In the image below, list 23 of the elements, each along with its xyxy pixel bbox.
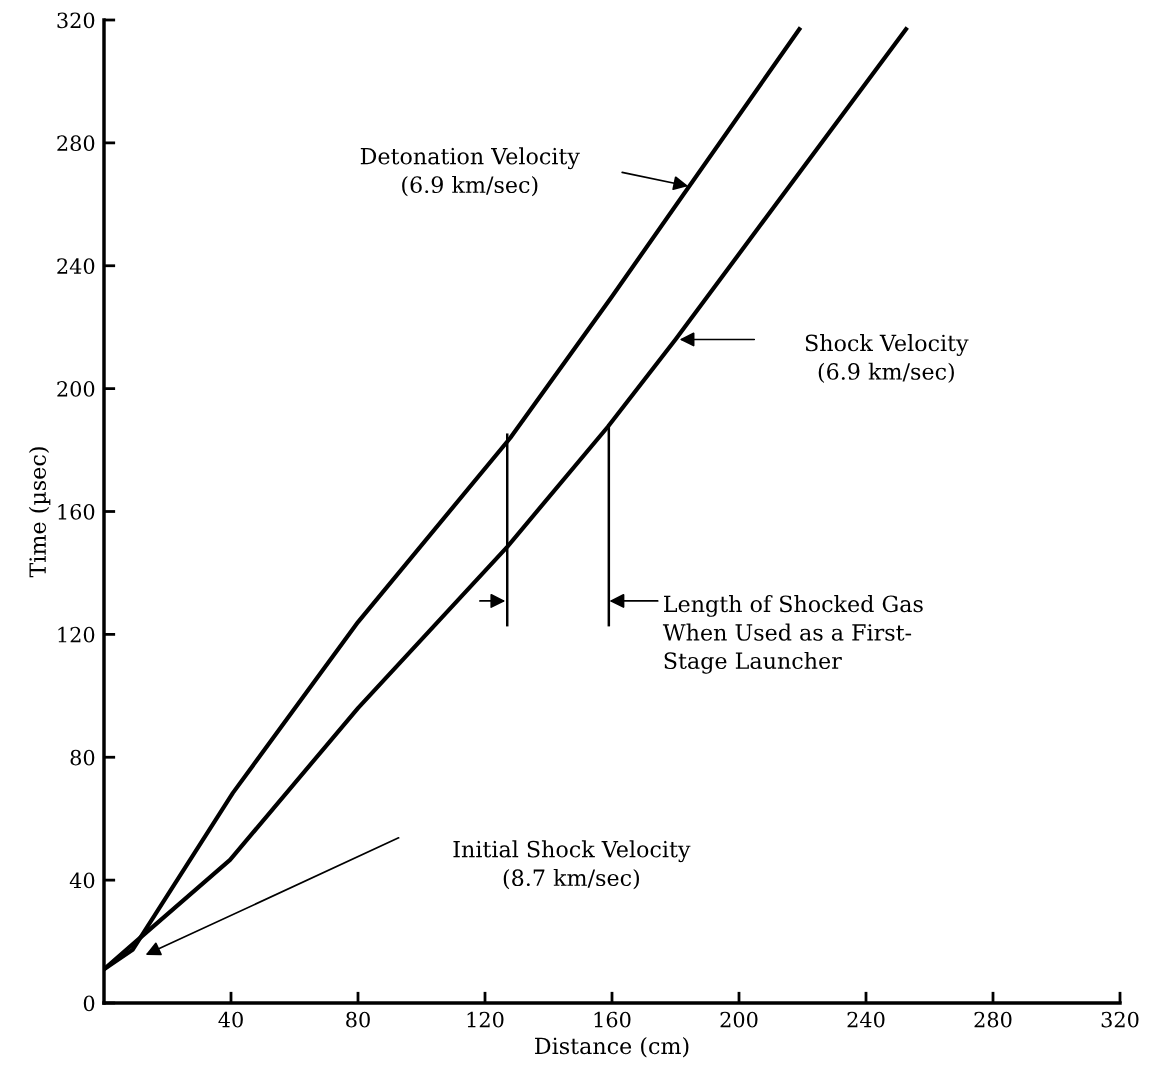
x-tick-label: 240 [847,1011,885,1028]
x-tick-label: 120 [467,1011,504,1028]
y-tick-label: 240 [57,258,95,274]
y-tick-label: 120 [58,626,95,643]
y-tick-label: 280 [57,135,95,152]
x-axis-title: Distance (cm) [535,1037,689,1058]
annotation: Length of Shocked Gas When Used as a First- Stage Launcher [662,595,923,674]
y-tick-label: 40 [69,872,95,889]
y-tick-label: 0 [83,995,95,1012]
x-tick-label: 280 [974,1011,1012,1028]
y-tick-label: 160 [58,503,95,520]
x-tick-label: 200 [720,1011,758,1028]
y-tick-label: 200 [57,381,95,397]
y-axis-title: Time (µsec) [28,447,51,578]
x-tick-label: 320 [1101,1011,1139,1028]
x-tick-label: 160 [594,1011,631,1028]
x-tick-label: 80 [346,1011,370,1028]
x-tick-label: 40 [218,1011,243,1028]
annotation: Shock Velocity (6.9 km/sec) [805,334,969,384]
y-tick-label: 320 [57,12,95,29]
annotation: Initial Shock Velocity (8.7 km/sec) [453,840,691,890]
y-tick-label: 80 [70,749,95,766]
annotation: Detonation Velocity (6.9 km/sec) [360,147,580,197]
